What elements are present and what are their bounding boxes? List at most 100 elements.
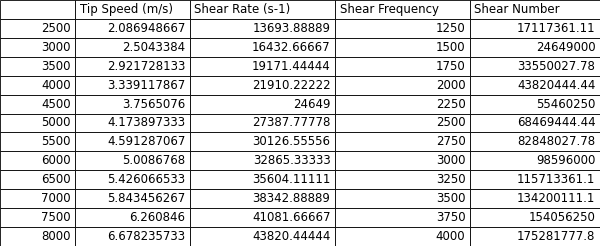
Text: 35604.11111: 35604.11111: [252, 173, 331, 186]
Bar: [470, 57, 600, 76]
Text: 4000: 4000: [41, 79, 71, 92]
Text: 1250: 1250: [436, 22, 466, 35]
Bar: [470, 0, 600, 19]
Bar: [190, 19, 335, 38]
Text: 41081.66667: 41081.66667: [252, 211, 331, 224]
Bar: [470, 170, 600, 189]
Text: 43820.44444: 43820.44444: [252, 230, 331, 243]
Text: 3500: 3500: [41, 60, 71, 73]
Bar: [0, 208, 75, 227]
Bar: [75, 189, 190, 208]
Bar: [75, 19, 190, 38]
Text: 175281777.8: 175281777.8: [517, 230, 595, 243]
Bar: [335, 227, 470, 246]
Text: Shear Rate (s-1): Shear Rate (s-1): [194, 3, 291, 16]
Text: 2250: 2250: [436, 98, 466, 110]
Bar: [0, 38, 75, 57]
Bar: [470, 95, 600, 114]
Text: 6.260846: 6.260846: [130, 211, 185, 224]
Text: 68469444.44: 68469444.44: [517, 117, 595, 129]
Bar: [190, 95, 335, 114]
Bar: [190, 170, 335, 189]
Bar: [190, 208, 335, 227]
Text: 2000: 2000: [436, 79, 466, 92]
Text: 5.0086768: 5.0086768: [122, 154, 185, 167]
Text: 16432.66667: 16432.66667: [252, 41, 331, 54]
Bar: [335, 57, 470, 76]
Bar: [0, 151, 75, 170]
Bar: [75, 208, 190, 227]
Text: 19171.44444: 19171.44444: [252, 60, 331, 73]
Bar: [335, 132, 470, 151]
Text: 2750: 2750: [436, 136, 466, 148]
Text: 32865.33333: 32865.33333: [253, 154, 331, 167]
Bar: [470, 227, 600, 246]
Text: 6.678235733: 6.678235733: [107, 230, 185, 243]
Bar: [75, 114, 190, 132]
Bar: [0, 76, 75, 95]
Text: 3000: 3000: [436, 154, 466, 167]
Bar: [470, 114, 600, 132]
Bar: [470, 76, 600, 95]
Text: 3750: 3750: [436, 211, 466, 224]
Bar: [335, 19, 470, 38]
Bar: [75, 132, 190, 151]
Text: 30126.55556: 30126.55556: [253, 136, 331, 148]
Text: 5.843456267: 5.843456267: [107, 192, 185, 205]
Bar: [75, 151, 190, 170]
Text: 17117361.11: 17117361.11: [517, 22, 595, 35]
Text: 4000: 4000: [436, 230, 466, 243]
Text: 3250: 3250: [436, 173, 466, 186]
Text: 115713361.1: 115713361.1: [517, 173, 595, 186]
Bar: [335, 0, 470, 19]
Bar: [335, 208, 470, 227]
Bar: [335, 38, 470, 57]
Bar: [75, 0, 190, 19]
Text: 13693.88889: 13693.88889: [253, 22, 331, 35]
Text: 7500: 7500: [41, 211, 71, 224]
Text: 55460250: 55460250: [536, 98, 595, 110]
Bar: [470, 151, 600, 170]
Text: 5500: 5500: [41, 136, 71, 148]
Text: Shear Frequency: Shear Frequency: [340, 3, 439, 16]
Bar: [190, 189, 335, 208]
Text: 27387.77778: 27387.77778: [252, 117, 331, 129]
Bar: [75, 95, 190, 114]
Text: 4.591287067: 4.591287067: [107, 136, 185, 148]
Text: 8000: 8000: [41, 230, 71, 243]
Text: 24649: 24649: [293, 98, 331, 110]
Bar: [0, 19, 75, 38]
Bar: [0, 114, 75, 132]
Text: 38342.88889: 38342.88889: [253, 192, 331, 205]
Text: 1500: 1500: [436, 41, 466, 54]
Bar: [335, 95, 470, 114]
Bar: [335, 170, 470, 189]
Bar: [470, 19, 600, 38]
Bar: [470, 38, 600, 57]
Text: 98596000: 98596000: [536, 154, 595, 167]
Bar: [190, 227, 335, 246]
Bar: [0, 0, 75, 19]
Bar: [470, 208, 600, 227]
Text: 7000: 7000: [41, 192, 71, 205]
Bar: [190, 0, 335, 19]
Bar: [75, 227, 190, 246]
Text: 5000: 5000: [41, 117, 71, 129]
Bar: [190, 132, 335, 151]
Text: 1750: 1750: [436, 60, 466, 73]
Bar: [190, 114, 335, 132]
Bar: [75, 170, 190, 189]
Bar: [190, 38, 335, 57]
Bar: [335, 189, 470, 208]
Text: 2.086948667: 2.086948667: [107, 22, 185, 35]
Text: 3500: 3500: [436, 192, 466, 205]
Text: 2500: 2500: [41, 22, 71, 35]
Text: 3.7565076: 3.7565076: [122, 98, 185, 110]
Bar: [0, 132, 75, 151]
Bar: [190, 76, 335, 95]
Bar: [335, 114, 470, 132]
Text: 4.173897333: 4.173897333: [107, 117, 185, 129]
Text: 154056250: 154056250: [529, 211, 595, 224]
Text: 2.921728133: 2.921728133: [107, 60, 185, 73]
Text: 3000: 3000: [41, 41, 71, 54]
